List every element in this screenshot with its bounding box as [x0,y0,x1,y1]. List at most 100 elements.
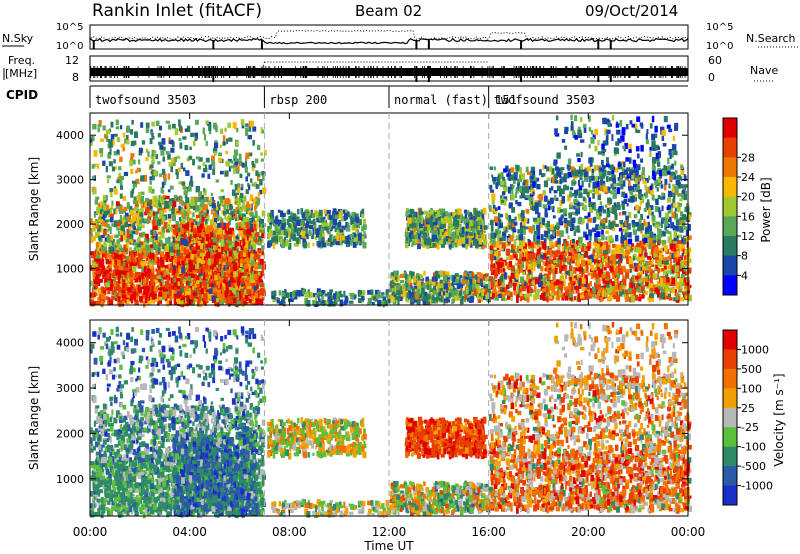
power-cell [210,208,213,215]
power-cell [372,296,375,300]
power-cell [249,194,254,201]
power-cell [221,195,225,201]
power-cell [260,280,263,286]
power-cell [160,261,165,268]
power-cell [238,162,243,167]
power-cell [95,218,99,225]
power-cell [251,161,255,166]
power-cell [126,217,129,222]
power-cell [250,274,254,281]
power-cell [167,214,172,219]
power-cell [260,299,264,305]
power-cell [251,270,255,276]
power-cell [120,125,123,130]
power-cell [131,215,137,222]
power-cell [156,256,159,263]
power-cell [205,218,208,225]
power-cell [203,204,208,211]
power-cell [297,208,300,215]
power-cell [182,213,186,220]
power-cell [249,242,253,249]
power-cell [103,243,108,251]
power-cell [122,255,127,259]
power-cell [170,139,174,145]
power-cell [113,133,118,137]
power-cell [449,288,453,293]
power-cell [222,271,225,277]
power-cell [268,229,273,236]
power-cell [203,224,208,230]
power-cell [214,287,218,292]
power-cell [101,234,105,238]
power-cell [249,229,254,233]
power-cell [416,288,420,296]
power-cell [149,176,154,181]
power-cell [234,242,239,247]
power-cell [121,252,125,259]
power-cell [168,218,171,223]
nsearch-tick-bottom: 10^0 [706,41,733,52]
power-cell [136,230,139,234]
power-cell [293,213,296,219]
power-cell [153,204,156,208]
power-cell [127,288,132,294]
power-cell [98,278,103,283]
power-cell [197,226,202,234]
power-cell [232,211,237,217]
power-cell [134,288,138,295]
power-cell [194,253,198,259]
power-cell [260,127,263,134]
power-cell [185,265,189,269]
noise-traces [89,29,689,49]
power-cell [210,239,214,246]
power-cell [211,155,215,163]
power-cell [302,289,306,295]
power-cell [223,235,228,240]
power-cell [482,282,486,286]
power-cell [261,249,264,255]
power-cell [354,216,360,223]
power-cell [183,262,188,267]
power-cell [259,238,264,244]
power-cell [189,241,193,245]
power-cell [174,128,179,136]
power-cell [116,225,120,231]
power-cell [242,201,246,208]
power-cell [257,173,260,177]
power-cell [235,206,239,211]
power-cell [477,277,480,283]
power-cell [227,298,233,304]
power-cell [205,297,210,301]
power-cell [100,216,105,223]
power-cell [362,224,367,231]
power-cell [226,250,230,257]
power-cell [113,252,118,259]
power-cell [95,243,99,251]
power-cell [172,266,177,273]
power-cell [214,140,218,144]
power-cell [185,297,188,304]
power-cell [264,149,267,156]
power-cell [339,228,344,233]
power-cell [121,298,126,303]
power-cell [128,226,132,230]
power-cell [147,269,152,274]
power-cell [207,201,212,205]
power-cell [187,211,192,215]
power-cell [303,241,307,249]
power-cell [140,261,144,265]
power-cell [447,274,450,278]
power-cell [182,290,186,296]
power-cell [221,270,224,278]
power-cell [271,295,276,300]
power-cell [178,269,183,274]
power-cell [226,232,229,239]
power-cell [250,257,255,263]
nsky-tick-top: 10^5 [56,22,83,33]
power-cell [241,184,244,188]
power-cell [363,234,367,239]
power-cell [201,231,205,238]
power-cell [244,244,249,251]
power-cell [198,270,203,274]
power-cell [106,175,111,179]
